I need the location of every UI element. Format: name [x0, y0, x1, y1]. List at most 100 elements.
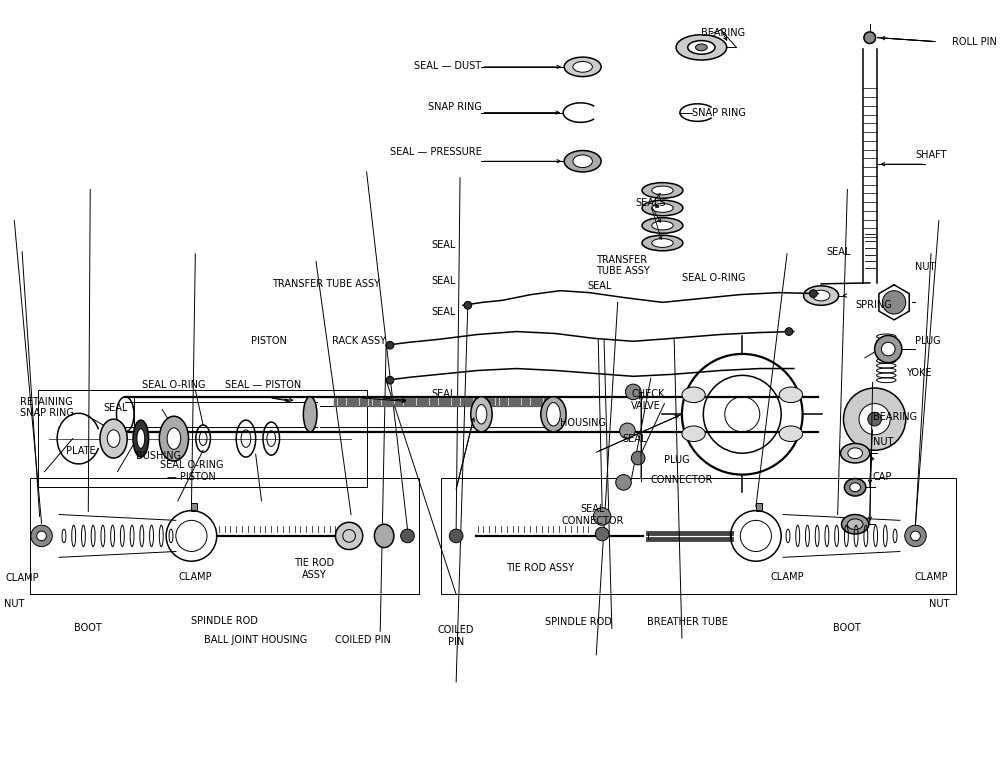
Ellipse shape: [642, 182, 683, 198]
Text: TRANSFER TUBE ASSY: TRANSFER TUBE ASSY: [272, 279, 380, 289]
Polygon shape: [434, 398, 437, 407]
Polygon shape: [522, 398, 525, 407]
Polygon shape: [517, 398, 520, 407]
Ellipse shape: [842, 514, 869, 534]
Circle shape: [843, 388, 906, 450]
Text: SEAL O-RING: SEAL O-RING: [142, 380, 206, 390]
Polygon shape: [487, 398, 490, 407]
Polygon shape: [347, 398, 350, 407]
Ellipse shape: [779, 426, 803, 442]
Polygon shape: [390, 398, 393, 407]
Circle shape: [386, 376, 394, 384]
Polygon shape: [355, 398, 358, 407]
Ellipse shape: [652, 203, 673, 213]
Ellipse shape: [682, 387, 705, 403]
Text: SEALS: SEALS: [636, 198, 666, 208]
Polygon shape: [496, 398, 498, 407]
Text: SNAP RING: SNAP RING: [692, 108, 746, 118]
Ellipse shape: [804, 286, 839, 305]
Polygon shape: [491, 398, 494, 407]
Polygon shape: [465, 398, 468, 407]
Polygon shape: [377, 398, 380, 407]
Circle shape: [386, 341, 394, 349]
Polygon shape: [382, 398, 385, 407]
Text: SEAL: SEAL: [103, 403, 128, 413]
Text: BEARING: BEARING: [873, 412, 917, 421]
Text: ROLL PIN: ROLL PIN: [952, 37, 997, 47]
Polygon shape: [461, 398, 463, 407]
Text: CLAMP: CLAMP: [914, 572, 948, 582]
Polygon shape: [417, 398, 420, 407]
Polygon shape: [430, 398, 433, 407]
Ellipse shape: [841, 443, 870, 463]
Ellipse shape: [844, 479, 866, 496]
Text: NUT: NUT: [873, 438, 893, 448]
Text: SEAL: SEAL: [432, 307, 456, 317]
Polygon shape: [452, 398, 455, 407]
Polygon shape: [539, 398, 542, 407]
Ellipse shape: [642, 200, 683, 216]
Polygon shape: [386, 398, 389, 407]
Polygon shape: [360, 398, 363, 407]
Bar: [756, 503, 762, 511]
Circle shape: [905, 525, 926, 546]
Text: SEAL: SEAL: [623, 435, 647, 445]
Text: SPINDLE ROD: SPINDLE ROD: [191, 615, 258, 625]
Circle shape: [809, 289, 817, 297]
Ellipse shape: [100, 419, 127, 458]
Text: RACK ASSY: RACK ASSY: [332, 336, 386, 346]
Polygon shape: [504, 398, 507, 407]
Text: PLUG: PLUG: [664, 456, 690, 466]
Text: TRANSFER
TUBE ASSY: TRANSFER TUBE ASSY: [596, 255, 650, 276]
Bar: [441, 477, 956, 594]
Polygon shape: [500, 398, 503, 407]
Text: TIE ROD
ASSY: TIE ROD ASSY: [294, 559, 334, 580]
Polygon shape: [421, 398, 424, 407]
Text: SEAL O-RING
— PISTON: SEAL O-RING — PISTON: [160, 460, 223, 482]
Ellipse shape: [107, 430, 120, 447]
Ellipse shape: [676, 35, 727, 60]
Ellipse shape: [476, 404, 487, 424]
Circle shape: [864, 32, 876, 43]
Ellipse shape: [303, 397, 317, 431]
Circle shape: [37, 531, 46, 541]
Circle shape: [875, 335, 902, 362]
Text: CAP: CAP: [873, 472, 892, 482]
Polygon shape: [474, 398, 477, 407]
Ellipse shape: [374, 525, 394, 548]
Polygon shape: [482, 398, 485, 407]
Text: SEAL: SEAL: [432, 240, 456, 250]
Circle shape: [595, 527, 609, 541]
Text: BOOT: BOOT: [833, 623, 861, 633]
Text: BEARING: BEARING: [701, 28, 746, 38]
Text: CONNECTOR: CONNECTOR: [651, 475, 713, 485]
Ellipse shape: [564, 57, 601, 77]
Ellipse shape: [137, 429, 145, 449]
Circle shape: [464, 301, 472, 309]
Text: COILED
PIN: COILED PIN: [438, 625, 474, 646]
Circle shape: [625, 384, 641, 400]
Circle shape: [882, 291, 906, 314]
Ellipse shape: [847, 519, 863, 529]
Polygon shape: [544, 398, 547, 407]
Text: SHAFT: SHAFT: [915, 151, 947, 161]
Text: BOOT: BOOT: [74, 623, 102, 633]
Ellipse shape: [779, 387, 803, 403]
Text: SEAL — PISTON: SEAL — PISTON: [225, 380, 302, 390]
Text: RETAINING
SNAP RING: RETAINING SNAP RING: [20, 397, 74, 418]
Polygon shape: [338, 398, 341, 407]
Polygon shape: [334, 398, 336, 407]
Ellipse shape: [335, 522, 363, 549]
Text: SEAL — DUST: SEAL — DUST: [414, 61, 481, 71]
Circle shape: [593, 508, 611, 525]
Bar: [30, 477, 419, 594]
Polygon shape: [373, 398, 376, 407]
Polygon shape: [526, 398, 529, 407]
Ellipse shape: [133, 420, 149, 457]
Polygon shape: [469, 398, 472, 407]
Ellipse shape: [652, 186, 673, 195]
Text: SEAL
CONNECTOR: SEAL CONNECTOR: [561, 504, 624, 525]
Circle shape: [401, 529, 414, 542]
Ellipse shape: [573, 155, 592, 168]
Ellipse shape: [471, 397, 492, 431]
